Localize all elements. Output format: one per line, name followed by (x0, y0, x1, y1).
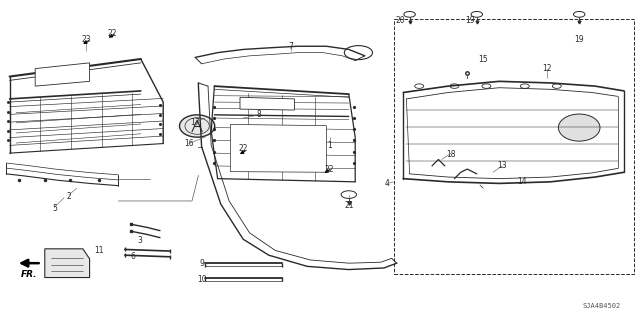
Text: 10: 10 (196, 275, 207, 284)
Polygon shape (230, 124, 326, 172)
Text: 1: 1 (327, 141, 332, 150)
Polygon shape (35, 63, 90, 86)
Text: 15: 15 (478, 55, 488, 63)
Ellipse shape (559, 114, 600, 141)
Text: 12: 12 (543, 64, 552, 73)
Text: 17: 17 (190, 118, 200, 127)
Polygon shape (240, 97, 294, 110)
Text: 16: 16 (184, 139, 194, 148)
Circle shape (344, 46, 372, 60)
Text: 23: 23 (81, 35, 92, 44)
Text: 4: 4 (385, 179, 390, 188)
Text: 22: 22 (325, 165, 334, 174)
Text: 9: 9 (199, 259, 204, 268)
Text: 13: 13 (497, 161, 508, 170)
Text: 19: 19 (465, 16, 476, 25)
Text: FR.: FR. (20, 270, 37, 278)
Text: 18: 18 (447, 150, 456, 159)
Text: 14: 14 (516, 177, 527, 186)
Text: 20: 20 (395, 16, 405, 25)
Text: 22: 22 (108, 29, 116, 38)
Text: 3: 3 (137, 236, 142, 245)
Text: 5: 5 (52, 204, 57, 213)
Polygon shape (45, 249, 90, 278)
Text: 11: 11 (95, 246, 104, 255)
Bar (394, 19, 634, 274)
Text: 8: 8 (257, 110, 262, 119)
Text: 7: 7 (289, 42, 294, 51)
Text: 6: 6 (130, 252, 135, 261)
Text: 19: 19 (574, 35, 584, 44)
Text: 22: 22 (239, 144, 248, 153)
Text: SJA4B4502: SJA4B4502 (582, 303, 621, 309)
Text: 21: 21 (344, 201, 353, 210)
Text: 2: 2 (67, 192, 72, 201)
Ellipse shape (179, 115, 215, 137)
